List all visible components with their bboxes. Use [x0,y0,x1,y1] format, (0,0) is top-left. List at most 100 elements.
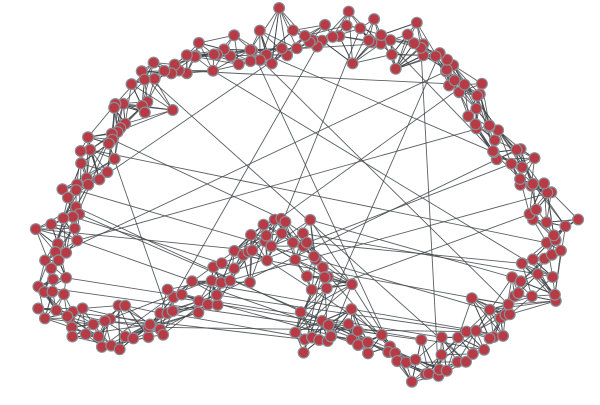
graph-node [422,367,435,380]
graph-node [540,216,553,229]
graph-node [471,89,484,102]
graph-node [351,325,364,338]
graph-node [38,312,51,325]
graph-node [275,227,288,240]
graph-edge [192,280,477,332]
graph-node [305,283,318,296]
graph-node [61,191,74,204]
graph-node [483,332,496,345]
graph-node [224,274,237,287]
graph-node [52,254,65,267]
graph-edge [35,206,77,230]
graph-node [68,222,81,235]
graph-node [215,257,228,270]
graph-node [410,16,423,29]
graph-node [47,273,60,286]
graph-node [108,152,121,165]
graph-node [462,110,475,123]
nodes-layer [29,1,585,388]
graph-edge [452,64,566,227]
graph-edge [271,7,280,64]
graph-node [147,56,160,69]
graph-node [289,253,302,266]
graph-node [87,318,100,331]
graph-node [32,302,45,315]
graph-node [45,262,58,275]
graph-node [514,173,527,186]
graph-node [76,302,89,315]
graph-node [102,137,115,150]
graph-edge [489,300,556,311]
graph-edge [352,54,392,64]
graph-edge [508,300,556,305]
graph-edge [35,228,78,241]
graph-edge [425,304,509,375]
graph-edge [108,143,168,314]
graph-node [175,288,188,301]
graph-node [56,183,69,196]
graph-node [346,57,359,70]
graph-edge [251,50,391,347]
graph-node [320,282,333,295]
graph-node [469,118,482,131]
graph-node [345,278,358,291]
graph-edge [395,34,409,69]
graph-node [319,18,332,31]
graph-edge [271,219,311,247]
graph-node [510,143,523,156]
graph-node [138,73,151,86]
graph-node [448,74,461,87]
graph-node [300,236,313,249]
graph-node [211,299,224,312]
graph-node [483,303,496,316]
graph-edge [112,139,282,220]
graph-node [244,43,257,56]
graph-node [260,229,273,242]
graph-node [572,213,585,226]
graph-node [108,101,121,114]
graph-edge [309,219,315,257]
graph-node [192,36,205,49]
graph-node [415,333,428,346]
graph-edge [321,11,350,41]
graph-node [46,285,59,298]
graph-node [342,318,355,331]
graph-node [157,328,170,341]
graph-node [340,19,353,32]
graph-edge [77,124,490,241]
graph-edge [348,11,354,64]
graph-edge [266,54,494,153]
graph-node [50,304,63,317]
graph-node [460,355,473,368]
graph-node [525,290,538,303]
graph-edge [178,70,465,86]
graph-node [324,330,337,343]
graph-edge [212,70,553,278]
graph-node [57,288,70,301]
graph-edge [550,191,579,220]
graph-node [261,254,274,267]
graph-node [232,58,245,71]
graph-node [470,102,483,115]
graph-node [470,324,483,337]
graph-node [119,299,132,312]
graph-node [526,177,539,190]
graph-edge [326,213,530,289]
graph-node [516,161,529,174]
graph-node [290,42,303,55]
graph-node [158,64,171,77]
graph-node [257,218,270,231]
graph-node [148,72,161,85]
graph-edge [221,191,552,284]
graph-node [265,57,278,70]
graph-node [92,330,105,343]
graph-node [475,77,488,90]
graph-node [298,29,311,42]
graph-edge [131,83,173,111]
graph-node [253,24,266,37]
graph-node [273,1,286,15]
graph-node [526,253,539,266]
graph-node [528,152,541,165]
graph-edge [471,298,491,339]
